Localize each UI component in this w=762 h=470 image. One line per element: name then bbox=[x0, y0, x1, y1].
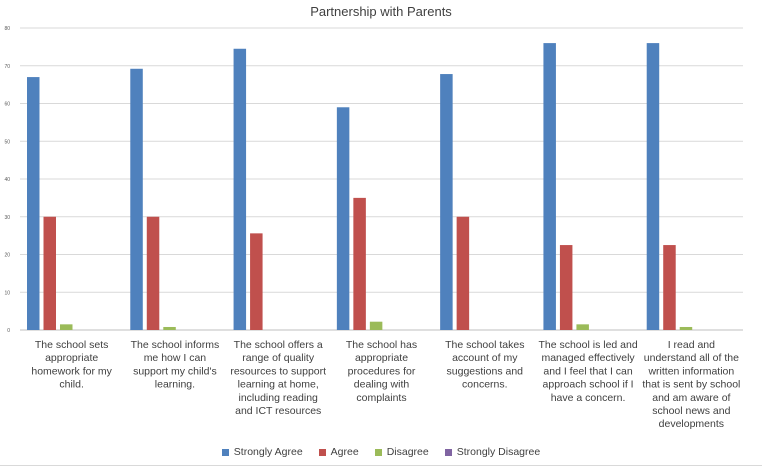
legend-label: Strongly Agree bbox=[233, 446, 303, 458]
bar bbox=[43, 216, 56, 330]
legend-item: Agree bbox=[318, 446, 359, 458]
legend-item: Disagree bbox=[374, 446, 429, 458]
legend-item: Strongly Disagree bbox=[444, 446, 541, 458]
x-tick-label: The school is led and managed effectively… bbox=[538, 339, 637, 404]
sheet-gridline bbox=[0, 465, 762, 470]
x-tick-label: The school offers a range of quality resou… bbox=[230, 339, 326, 417]
bar bbox=[336, 107, 350, 331]
legend-label: Agree bbox=[330, 446, 359, 458]
bar bbox=[559, 245, 573, 330]
x-tick-label: The school has appropriate procedures for d… bbox=[346, 339, 417, 404]
bar bbox=[576, 324, 589, 330]
bar bbox=[663, 245, 676, 330]
y-tick-label: 30 bbox=[4, 215, 10, 221]
bar bbox=[163, 326, 176, 330]
bar bbox=[60, 324, 73, 330]
bar bbox=[456, 216, 470, 330]
bar bbox=[233, 48, 247, 330]
y-tick-label: 50 bbox=[4, 139, 10, 145]
y-tick-label: 40 bbox=[4, 177, 10, 183]
chart-legend: Strongly Agree Agree Disagree Strongly Disa… bbox=[0, 446, 762, 458]
y-tick-label: 70 bbox=[4, 64, 10, 70]
bar bbox=[146, 216, 160, 330]
y-tick-label: 0 bbox=[7, 328, 10, 334]
legend-swatch bbox=[221, 448, 229, 456]
chart-title: Partnership with Parents bbox=[310, 4, 452, 19]
bar bbox=[250, 233, 263, 330]
x-tick-label: The school takes account of my suggestions… bbox=[445, 339, 524, 391]
legend-item: Strongly Agree bbox=[221, 446, 303, 458]
x-tick-label: I read and understand all of the written i… bbox=[642, 339, 740, 430]
y-tick-label: 10 bbox=[4, 290, 10, 296]
legend-swatch bbox=[318, 448, 326, 456]
legend-swatch bbox=[374, 448, 382, 456]
y-tick-label: 20 bbox=[4, 253, 10, 259]
y-tick-label: 80 bbox=[4, 26, 10, 32]
bar bbox=[27, 77, 40, 330]
y-tick-label: 60 bbox=[4, 102, 10, 108]
bar bbox=[369, 321, 383, 330]
legend-swatch bbox=[444, 448, 452, 456]
legend-label: Strongly Disagree bbox=[456, 446, 541, 458]
bar bbox=[679, 326, 693, 330]
bar bbox=[353, 197, 366, 330]
bar bbox=[440, 74, 453, 331]
bar bbox=[543, 43, 556, 330]
x-tick-label: The school sets appropriate homework for m… bbox=[31, 339, 112, 391]
legend-label: Disagree bbox=[386, 446, 429, 458]
bar bbox=[646, 43, 660, 330]
x-tick-label: The school informs me how I can support my… bbox=[131, 339, 220, 391]
bar bbox=[130, 68, 143, 331]
